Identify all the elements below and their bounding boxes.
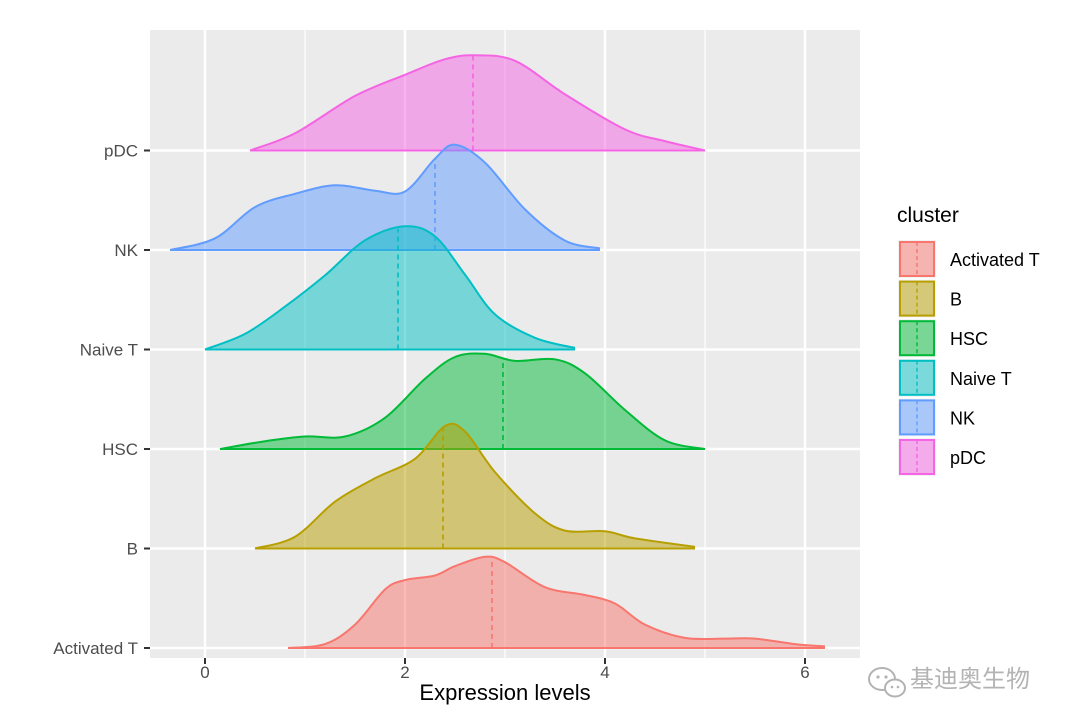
y-tick-label: pDC <box>104 142 138 161</box>
watermark-text: 基迪奥生物 <box>910 665 1030 693</box>
density-line <box>287 555 826 649</box>
ridge-naive-t <box>204 225 576 351</box>
density-line <box>169 143 601 251</box>
legend-label: HSC <box>950 329 988 349</box>
legend-item: pDC <box>898 438 986 476</box>
ridge-pdc <box>249 54 706 152</box>
x-tick-label: 4 <box>600 663 609 682</box>
x-tick-label: 6 <box>800 663 809 682</box>
ridge-b <box>254 422 696 550</box>
legend-item: HSC <box>898 319 988 358</box>
watermark: 基迪奥生物 <box>868 665 1030 698</box>
density-area <box>205 226 575 350</box>
density-area <box>220 353 705 449</box>
wechat-icon <box>868 667 906 698</box>
density-line <box>249 54 706 152</box>
y-tick-label: Naive T <box>80 341 138 360</box>
density-line <box>204 225 576 351</box>
density-ridges <box>169 54 826 649</box>
y-tick-label: NK <box>114 241 138 260</box>
x-tick-label: 0 <box>200 663 209 682</box>
legend-item: NK <box>898 398 975 437</box>
density-line <box>254 422 696 550</box>
x-axis-title: Expression levels <box>419 680 590 705</box>
legend-label: B <box>950 290 962 310</box>
legend-item: B <box>898 279 962 318</box>
y-axis: Activated T B HSC Naive T NK pDC <box>53 142 150 658</box>
legend-label: Activated T <box>950 250 1040 270</box>
legend-title: cluster <box>897 204 959 227</box>
legend: cluster Activated T B HSC Naive T NK pDC <box>897 204 1040 476</box>
ridge-activated-t <box>287 555 826 649</box>
legend-label: Naive T <box>950 369 1012 389</box>
legend-item: Activated T <box>898 240 1040 278</box>
y-tick-label: HSC <box>102 440 138 459</box>
y-tick-label: Activated T <box>53 639 138 658</box>
legend-label: NK <box>950 408 975 428</box>
density-area <box>255 423 695 549</box>
legend-item: Naive T <box>898 358 1012 397</box>
x-axis: 0 2 4 6 <box>200 658 810 682</box>
density-area <box>288 556 825 648</box>
density-area <box>250 55 705 151</box>
density-line <box>219 352 706 450</box>
y-tick-label: B <box>127 540 138 559</box>
legend-label: pDC <box>950 448 986 468</box>
x-tick-label: 2 <box>400 663 409 682</box>
